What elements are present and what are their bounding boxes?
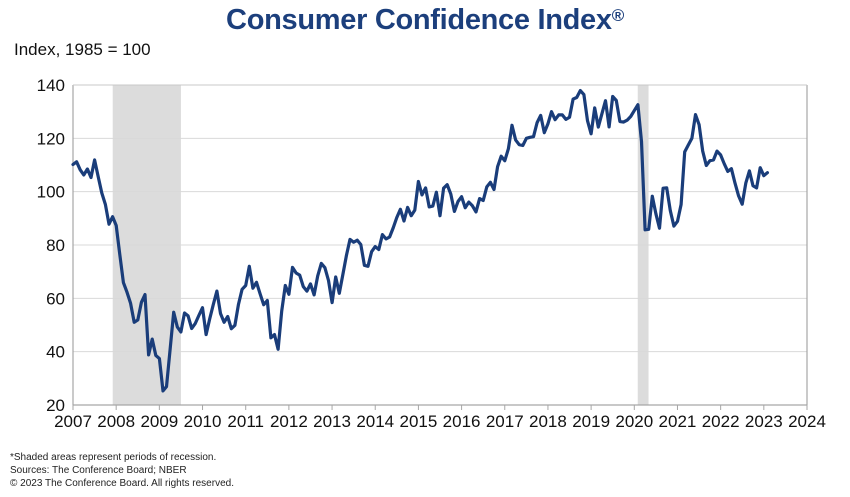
x-tick-label: 2015 — [399, 412, 437, 431]
x-tick-label: 2024 — [788, 412, 826, 431]
y-axis-label: Index, 1985 = 100 — [14, 40, 151, 59]
x-tick-label: 2018 — [529, 412, 567, 431]
x-tick-label: 2009 — [140, 412, 178, 431]
x-tick-label: 2019 — [572, 412, 610, 431]
series-lines — [71, 88, 770, 393]
y-tick-label: 40 — [46, 343, 65, 362]
x-tick-label: 2010 — [184, 412, 222, 431]
x-tick-label: 2007 — [54, 412, 92, 431]
y-tick-label: 120 — [37, 129, 65, 148]
x-tick-label: 2020 — [615, 412, 653, 431]
x-tick-label: 2021 — [659, 412, 697, 431]
y-tick-labels: 20 40 60 80 100 120 140 — [37, 76, 65, 415]
y-tick-label: 100 — [37, 183, 65, 202]
y-tick-label: 80 — [46, 236, 65, 255]
x-tick-label: 2012 — [270, 412, 308, 431]
x-tick-label: 2011 — [227, 412, 264, 431]
x-tick-label: 2022 — [702, 412, 740, 431]
x-tick-label: 2014 — [356, 412, 394, 431]
y-tick-label: 140 — [37, 76, 65, 95]
y-tick-label: 20 — [46, 396, 65, 415]
footnote-sources: Sources: The Conference Board; NBER — [10, 465, 187, 476]
footnote-recession: *Shaded areas represent periods of reces… — [10, 452, 217, 463]
x-tick-label: 2016 — [443, 412, 481, 431]
y-tick-label: 60 — [46, 289, 65, 308]
series-line-consumer-confidence — [71, 88, 770, 393]
chart-title-text: Consumer Confidence Index — [226, 4, 612, 36]
registered-mark: ® — [611, 6, 625, 25]
footnote-copyright: © 2023 The Conference Board. All rights … — [10, 478, 234, 489]
plot-frame — [72, 84, 808, 410]
x-tick-label: 2008 — [97, 412, 135, 431]
gridlines — [73, 84, 807, 353]
x-tick-label: 2013 — [313, 412, 351, 431]
x-tick-labels: 2007 2008 2009 2010 2011 2012 2013 2014 2015 2016… — [54, 412, 826, 431]
x-tick-label: 2023 — [745, 412, 783, 431]
x-tick-label: 2017 — [486, 412, 524, 431]
chart-title: Consumer Confidence Index® — [0, 4, 850, 37]
